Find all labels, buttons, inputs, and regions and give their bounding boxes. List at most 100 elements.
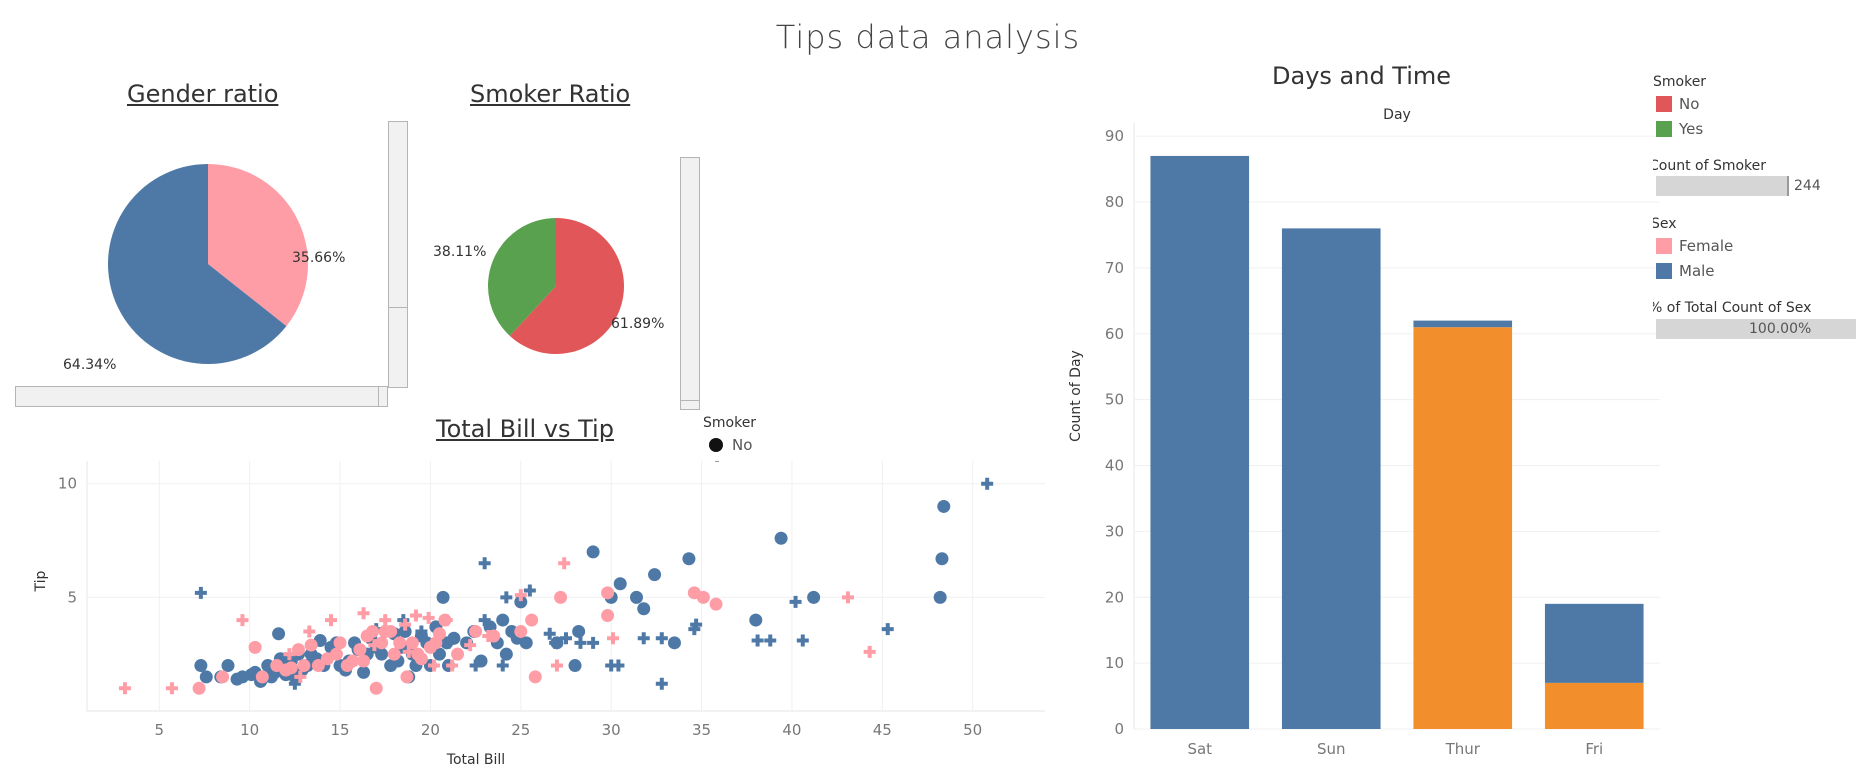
- scatter-point-female-plus[interactable]: [464, 639, 477, 652]
- scatter-point-female[interactable]: [255, 670, 269, 684]
- scatter-point-female[interactable]: [329, 647, 343, 661]
- scatter-point-male-plus[interactable]: [549, 636, 562, 649]
- scatter-point-male-plus[interactable]: [478, 614, 491, 627]
- scatter-point-male-plus[interactable]: [560, 632, 572, 645]
- scatter-point-male[interactable]: [682, 552, 696, 566]
- legend-smoker-no[interactable]: No: [1679, 95, 1700, 113]
- legend-female[interactable]: Female: [1679, 237, 1734, 255]
- scatter-point-female-plus[interactable]: [606, 632, 619, 645]
- scatter-point-female-plus[interactable]: [550, 659, 563, 672]
- scatter-point-male[interactable]: [637, 602, 651, 616]
- scatter-point-female[interactable]: [284, 661, 298, 675]
- scatter-point-female[interactable]: [528, 670, 542, 684]
- scatter-point-female-plus[interactable]: [558, 557, 571, 570]
- legend-male-swatch[interactable]: [1656, 263, 1672, 279]
- scatter-point-male-plus[interactable]: [612, 659, 625, 672]
- scatter-point-male-plus[interactable]: [442, 636, 455, 649]
- scatter-point-male-plus[interactable]: [605, 659, 618, 672]
- legend-female-swatch[interactable]: [1656, 238, 1672, 254]
- scatter-point-male-plus[interactable]: [881, 623, 894, 636]
- bar-sat-segment-1[interactable]: [1150, 155, 1250, 729]
- scatter-point-female[interactable]: [414, 652, 428, 666]
- scatter-point-female[interactable]: [192, 681, 206, 695]
- gender-horizontal-scrollbar[interactable]: [15, 386, 388, 407]
- scatter-point-male[interactable]: [221, 659, 235, 673]
- scatter-point-male[interactable]: [568, 659, 582, 673]
- scatter-point-male-plus[interactable]: [789, 595, 802, 608]
- scatter-point-female[interactable]: [357, 654, 371, 668]
- scatter-point-female-plus[interactable]: [409, 609, 422, 622]
- scatter-point-female[interactable]: [601, 586, 615, 600]
- scatter-point-male-plus[interactable]: [690, 618, 703, 631]
- scatter-point-male[interactable]: [667, 636, 681, 650]
- scatter-point-male[interactable]: [357, 665, 371, 679]
- pie-slice-female[interactable]: [208, 164, 309, 327]
- scatter-point-male[interactable]: [496, 613, 510, 627]
- scatter-point-female-plus[interactable]: [446, 659, 459, 672]
- scatter-point-female[interactable]: [366, 624, 380, 638]
- scatter-point-male[interactable]: [432, 647, 446, 661]
- scatter-point-male-plus[interactable]: [796, 634, 809, 647]
- scatter-point-male[interactable]: [933, 590, 947, 604]
- pie-slice-smoker-yes[interactable]: [488, 218, 556, 336]
- scatter-point-male[interactable]: [935, 552, 949, 566]
- smoker-vertical-scrollbar[interactable]: [680, 157, 700, 410]
- legend-smoker-yes[interactable]: Yes: [1679, 120, 1704, 138]
- scatter-point-male[interactable]: [586, 545, 600, 559]
- scatter-point-male-plus[interactable]: [469, 659, 482, 672]
- scatter-point-male[interactable]: [749, 613, 763, 627]
- scatter-point-female-plus[interactable]: [428, 659, 441, 672]
- scatter-point-female-plus[interactable]: [357, 607, 370, 620]
- legend-smoker-yes-swatch[interactable]: [1656, 121, 1672, 137]
- scatter-point-male-plus[interactable]: [637, 632, 650, 645]
- scatter-point-male[interactable]: [194, 659, 208, 673]
- scatter-point-female[interactable]: [304, 638, 318, 652]
- bar-thur-segment-1[interactable]: [1413, 320, 1513, 328]
- scatter-point-female-plus[interactable]: [402, 645, 415, 658]
- scatter-point-male[interactable]: [436, 590, 450, 604]
- scatter-point-male-plus[interactable]: [500, 591, 513, 604]
- scatter-point-female-plus[interactable]: [303, 625, 316, 638]
- scatter-point-female-plus[interactable]: [118, 682, 131, 695]
- gender-ratio-title[interactable]: Gender ratio: [127, 80, 279, 108]
- scatter-point-male[interactable]: [499, 647, 513, 661]
- scatter-point-male-plus[interactable]: [655, 677, 668, 690]
- scatter-point-female[interactable]: [451, 647, 465, 661]
- scatter-point-female[interactable]: [297, 659, 311, 673]
- scatter-point-female[interactable]: [369, 681, 383, 695]
- bar-fri-segment-0[interactable]: [1544, 682, 1644, 729]
- scatter-point-female[interactable]: [514, 624, 528, 638]
- gender-vertical-scrollbar[interactable]: [388, 121, 408, 388]
- scatter-point-female-plus[interactable]: [379, 614, 392, 627]
- scatter-point-male[interactable]: [774, 531, 788, 545]
- legend-smoker-no-swatch[interactable]: [1656, 96, 1672, 112]
- scatter-point-female-plus[interactable]: [863, 645, 876, 658]
- scatter-point-male-plus[interactable]: [981, 477, 994, 490]
- scatter-point-female[interactable]: [525, 613, 539, 627]
- scatter-point-female-plus[interactable]: [283, 648, 296, 661]
- scatter-point-male-plus[interactable]: [523, 584, 536, 597]
- scatter-point-male-plus[interactable]: [751, 634, 764, 647]
- scatter-point-male-plus[interactable]: [415, 625, 428, 638]
- days-title[interactable]: Days and Time: [1272, 62, 1452, 90]
- scatter-point-male-plus[interactable]: [194, 586, 207, 599]
- scatter-point-female[interactable]: [469, 624, 483, 638]
- scatter-point-female[interactable]: [400, 670, 414, 684]
- scatter-point-female-plus[interactable]: [841, 591, 854, 604]
- scatter-point-male-plus[interactable]: [496, 659, 509, 672]
- scatter-point-male[interactable]: [272, 627, 286, 641]
- scatter-point-male[interactable]: [199, 670, 213, 684]
- scatter-point-female[interactable]: [432, 627, 446, 641]
- scatter-point-female[interactable]: [311, 659, 325, 673]
- scatter-point-female[interactable]: [696, 590, 710, 604]
- scatter-point-female[interactable]: [375, 636, 389, 650]
- bar-fri-segment-1[interactable]: [1544, 603, 1644, 683]
- bar-sun-segment-1[interactable]: [1281, 228, 1381, 730]
- scatter-point-female[interactable]: [346, 654, 360, 668]
- scatter-point-male[interactable]: [514, 595, 528, 609]
- scatter-point-male[interactable]: [629, 590, 643, 604]
- scatter-point-male[interactable]: [398, 624, 412, 638]
- scatter-point-female-plus[interactable]: [422, 611, 435, 624]
- smoker-ratio-title[interactable]: Smoker Ratio: [470, 80, 631, 108]
- scatter-point-male[interactable]: [648, 568, 662, 582]
